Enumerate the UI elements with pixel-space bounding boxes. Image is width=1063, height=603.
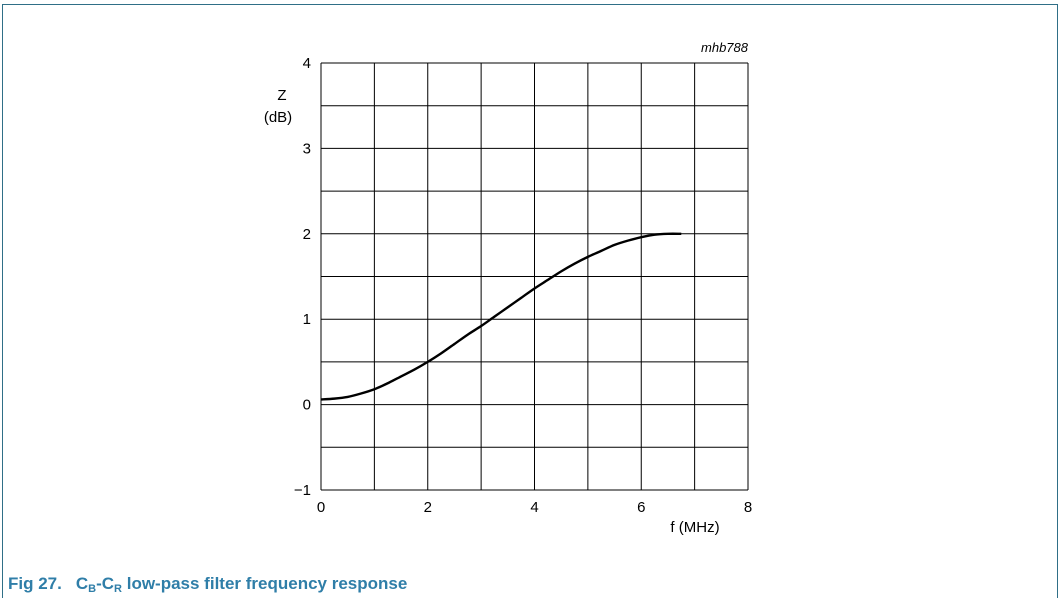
y-tick-label: −1	[294, 482, 311, 499]
grid	[320, 62, 749, 491]
figure-code: mhb788	[701, 40, 749, 55]
y-axis-label-z: Z	[277, 87, 286, 104]
caption-sub-b: B	[88, 583, 97, 595]
tick-labels: 0 2 4 6 8 −1 0 1 2 3 4	[294, 55, 752, 516]
caption-text: low-pass filter frequency response	[122, 574, 408, 593]
y-tick-label: 3	[303, 140, 311, 157]
figure-caption: Fig 27. CB-CR low-pass filter frequency r…	[8, 574, 407, 595]
x-axis-label: f (MHz)	[670, 519, 719, 536]
y-tick-label: 2	[303, 226, 311, 243]
y-tick-label: 4	[303, 55, 311, 72]
x-tick-label: 2	[424, 499, 432, 516]
x-tick-label: 8	[744, 499, 752, 516]
caption-sub-r: R	[114, 583, 122, 595]
figure-frame	[2, 4, 1058, 598]
y-axis-label-unit: (dB)	[264, 109, 292, 126]
figure-number: Fig 27.	[8, 574, 62, 593]
response-curve	[320, 232, 682, 401]
curve-layer	[320, 232, 682, 401]
caption-c1: C	[75, 574, 89, 593]
x-tick-label: 0	[317, 499, 325, 516]
y-tick-label: 0	[303, 397, 311, 414]
y-tick-label: 1	[303, 311, 311, 328]
x-tick-label: 6	[637, 499, 645, 516]
x-tick-label: 4	[530, 499, 538, 516]
caption-c2: -C	[96, 574, 115, 593]
